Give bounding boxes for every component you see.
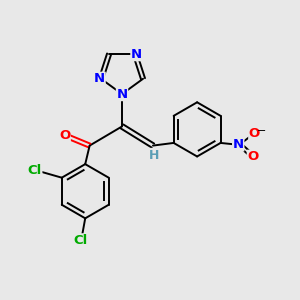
Text: H: H [149,148,160,161]
Text: O: O [247,150,259,163]
Text: Cl: Cl [28,164,42,177]
Text: O: O [249,127,260,140]
Text: O: O [59,129,70,142]
Text: Cl: Cl [74,234,88,247]
Text: N: N [131,48,142,61]
Text: N: N [233,138,244,151]
Text: N: N [94,72,105,85]
Text: −: − [257,126,266,136]
Text: N: N [116,88,128,100]
